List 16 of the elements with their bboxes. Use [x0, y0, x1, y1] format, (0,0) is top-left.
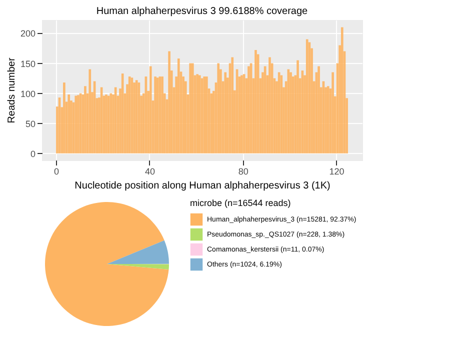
x-tick-label: 120	[329, 166, 344, 176]
chart-title: Human alphaherpesvirus 3 99.6188% coverage	[96, 6, 308, 17]
pie-slice	[107, 240, 169, 264]
y-tick-label: 0	[30, 148, 36, 159]
y-axis-title: Reads number	[6, 57, 18, 124]
pie-slice	[45, 202, 169, 326]
pie-slice	[107, 264, 169, 270]
x-tick-label: 40	[144, 166, 155, 176]
x-tick-label: 0	[54, 166, 60, 176]
x-tick-label: 80	[238, 166, 248, 176]
y-tick-label: 200	[20, 28, 36, 39]
x-axis-title: Nucleotide position along Human alphaherpesvirus 3 (1K)	[74, 180, 330, 192]
y-tick-label: 50	[25, 118, 36, 129]
legend-title: microbe (n=16544 reads)	[190, 198, 291, 208]
y-tick-label: 150	[20, 58, 36, 69]
y-tick-label: 100	[20, 88, 36, 99]
